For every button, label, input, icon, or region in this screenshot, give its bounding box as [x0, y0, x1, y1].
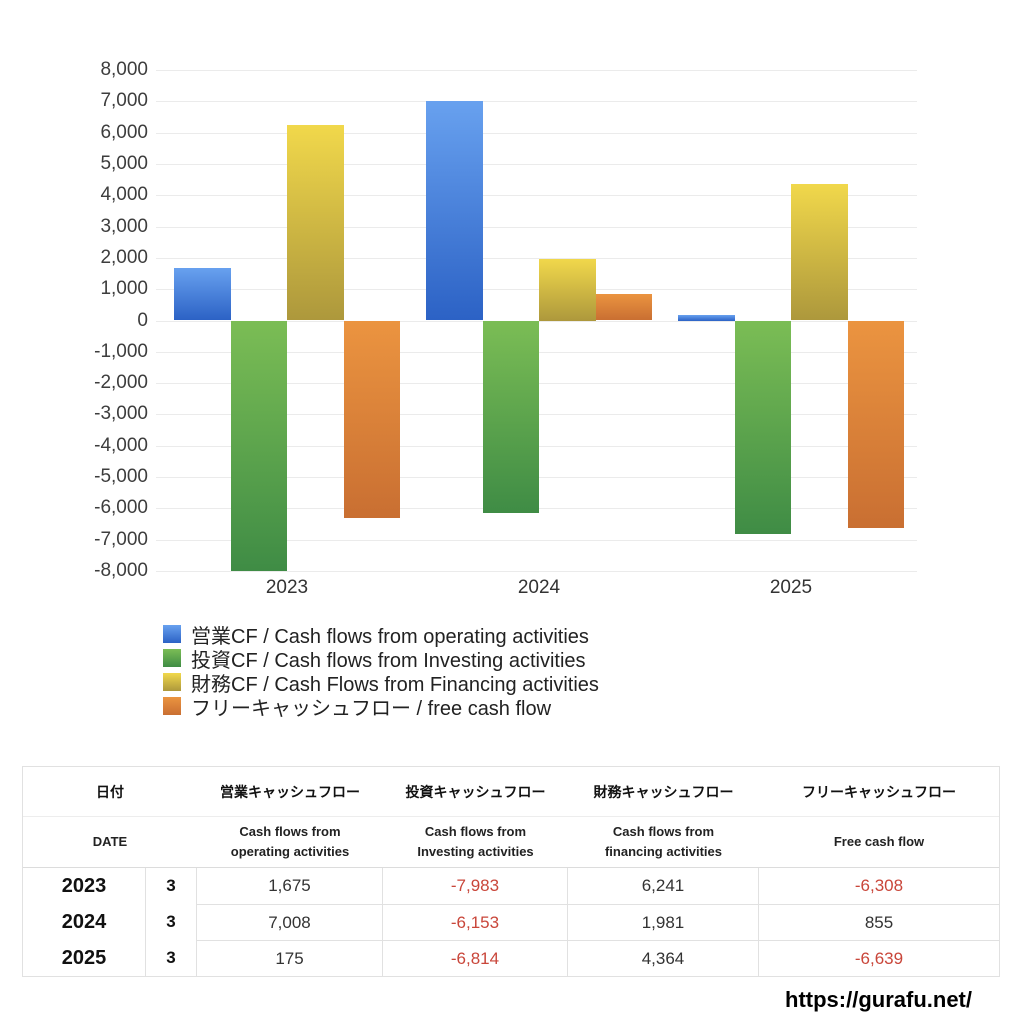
bar-2024-investing — [482, 320, 539, 514]
table-year-2023: 2023 — [23, 868, 146, 904]
bar-2024-free-cash-flow — [595, 293, 652, 321]
legend-swatch-operating — [163, 625, 181, 643]
gridline — [156, 571, 917, 572]
table-value-2025-3: -6,639 — [759, 940, 999, 976]
table-value-2023-2: 6,241 — [568, 868, 759, 904]
bar-2023-investing — [230, 320, 287, 571]
table-value-2025-1: -6,814 — [383, 940, 568, 976]
table-value-2025-0: 175 — [197, 940, 383, 976]
bar-2024-financing — [539, 258, 596, 321]
table-value-2024-0: 7,008 — [197, 904, 383, 940]
table-month-2024: 3 — [146, 904, 197, 940]
x-axis-label-2025: 2025 — [769, 577, 813, 598]
plot-area — [156, 70, 917, 572]
table-header-jp-4: フリーキャッシュフロー — [759, 767, 999, 817]
cash-flow-table: 日付 営業キャッシュフロー 投資キャッシュフロー 財務キャッシュフロー フリーキャッシュ… — [22, 766, 1000, 977]
legend-item-operating: 営業CF / Cash flows from operating activit… — [163, 622, 599, 648]
y-axis-tick-label: 1,000 — [100, 278, 148, 300]
y-axis-tick-label: -5,000 — [94, 466, 148, 488]
chart-legend: 営業CF / Cash flows from operating activit… — [163, 622, 599, 720]
legend-item-free-cash-flow: フリーキャッシュフロー / free cash flow — [163, 694, 599, 720]
gridline — [156, 195, 917, 197]
table-value-2024-1: -6,153 — [383, 904, 568, 940]
legend-item-financing: 財務CF / Cash Flows from Financing activit… — [163, 670, 599, 696]
table-month-2025: 3 — [146, 940, 197, 976]
bar-2025-free-cash-flow — [847, 320, 904, 529]
legend-item-investing: 投資CF / Cash flows from Investing activit… — [163, 646, 599, 672]
y-axis-tick-label: 4,000 — [100, 184, 148, 206]
gridline — [156, 70, 917, 71]
y-axis-tick-label: -4,000 — [94, 434, 148, 456]
bar-2023-operating — [174, 268, 231, 321]
gridline — [156, 101, 917, 103]
bar-2025-financing — [791, 183, 848, 321]
table-header-en-4: Free cash flow — [759, 817, 999, 868]
y-axis-tick-label: 7,000 — [100, 90, 148, 112]
legend-label-investing: 投資CF / Cash flows from Investing activit… — [191, 649, 586, 672]
table-year-2025: 2025 — [23, 940, 146, 976]
footer-url: https://gurafu.net/ — [785, 987, 972, 1012]
table-value-2024-2: 1,981 — [568, 904, 759, 940]
table-header-en-2: Cash flows from Investing activities — [383, 817, 568, 868]
table-header-jp-1: 営業キャッシュフロー — [197, 767, 383, 817]
table-value-2023-3: -6,308 — [854, 876, 904, 895]
bar-2025-investing — [734, 320, 791, 534]
y-axis-tick-label: 2,000 — [100, 246, 148, 268]
y-axis-tick-label: -8,000 — [94, 560, 148, 581]
table-header-jp-2: 投資キャッシュフロー — [383, 767, 568, 817]
legend-label-operating: 営業CF / Cash flows from operating activit… — [191, 625, 589, 648]
x-axis-label-2023: 2023 — [265, 577, 309, 598]
legend-swatch-free-cash-flow — [163, 697, 181, 715]
bar-2025-operating — [678, 315, 735, 321]
bar-2024-operating — [426, 101, 483, 321]
y-axis-tick-label: -6,000 — [94, 497, 148, 519]
table-year-2024: 2024 — [23, 904, 146, 940]
table-month-2023: 3 — [146, 868, 197, 904]
bar-2023-financing — [287, 125, 344, 321]
gridline — [156, 539, 917, 541]
y-axis-tick-label: 3,000 — [100, 215, 148, 237]
table-value-2024-3: 855 — [759, 904, 999, 940]
legend-swatch-investing — [163, 649, 181, 667]
y-axis-tick-label: 5,000 — [100, 152, 148, 174]
y-axis-tick-label: -3,000 — [94, 403, 148, 425]
legend-label-free-cash-flow: フリーキャッシュフロー / free cash flow — [191, 697, 552, 720]
y-axis-tick-label: -7,000 — [94, 528, 148, 550]
bar-2023-free-cash-flow — [343, 320, 400, 518]
table-header-jp-0: 日付 — [23, 767, 197, 817]
x-axis-label-2024: 2024 — [517, 577, 561, 598]
gridline — [156, 132, 917, 134]
y-axis-tick-label: -2,000 — [94, 372, 148, 394]
table-value-2025-2: 4,364 — [568, 940, 759, 976]
gridline — [156, 289, 917, 291]
table-value-2023-1: -7,983 — [383, 868, 568, 904]
table-header-en-0: DATE — [23, 817, 197, 868]
table-value-2023-0: 1,675 — [197, 868, 383, 904]
y-axis-tick-label: 0 — [137, 309, 148, 331]
gridline — [156, 226, 917, 228]
y-axis-tick-label: 6,000 — [100, 121, 148, 143]
legend-label-financing: 財務CF / Cash Flows from Financing activit… — [191, 673, 599, 696]
gridline — [156, 257, 917, 259]
table-header-en-3: Cash flows from financing activities — [568, 817, 759, 868]
legend-swatch-financing — [163, 673, 181, 691]
gridline — [156, 163, 917, 165]
table-header-en-1: Cash flows from operating activities — [197, 817, 383, 868]
y-axis-tick-label: -1,000 — [94, 340, 148, 362]
table-header-jp-3: 財務キャッシュフロー — [568, 767, 759, 817]
y-axis-tick-label: 8,000 — [100, 59, 148, 80]
